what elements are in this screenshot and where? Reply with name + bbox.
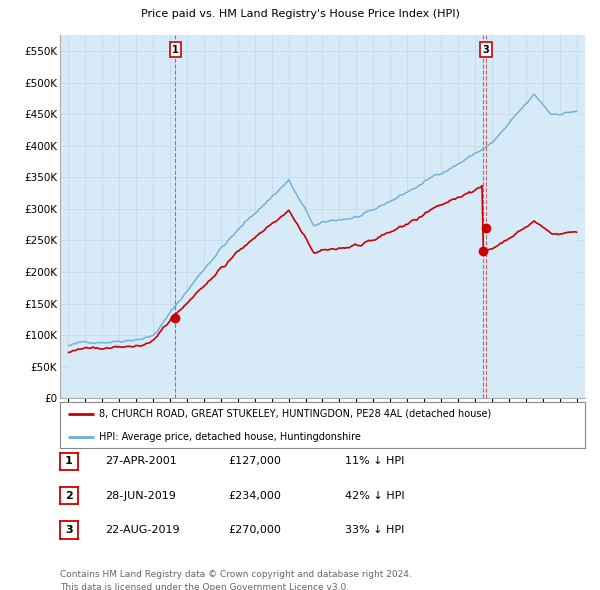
Text: 3: 3 bbox=[65, 525, 73, 535]
Text: 8, CHURCH ROAD, GREAT STUKELEY, HUNTINGDON, PE28 4AL (detached house): 8, CHURCH ROAD, GREAT STUKELEY, HUNTINGD… bbox=[100, 409, 491, 419]
Text: Contains HM Land Registry data © Crown copyright and database right 2024.: Contains HM Land Registry data © Crown c… bbox=[60, 570, 412, 579]
Text: 11% ↓ HPI: 11% ↓ HPI bbox=[345, 457, 404, 466]
Text: HPI: Average price, detached house, Huntingdonshire: HPI: Average price, detached house, Hunt… bbox=[100, 432, 361, 442]
Text: 2: 2 bbox=[65, 491, 73, 500]
Text: 42% ↓ HPI: 42% ↓ HPI bbox=[345, 491, 404, 500]
Text: £234,000: £234,000 bbox=[228, 491, 281, 500]
Text: £127,000: £127,000 bbox=[228, 457, 281, 466]
Text: 3: 3 bbox=[482, 45, 489, 55]
Text: 1: 1 bbox=[172, 45, 179, 55]
Text: 1: 1 bbox=[65, 457, 73, 466]
Text: 22-AUG-2019: 22-AUG-2019 bbox=[105, 525, 179, 535]
Text: 33% ↓ HPI: 33% ↓ HPI bbox=[345, 525, 404, 535]
Text: 27-APR-2001: 27-APR-2001 bbox=[105, 457, 177, 466]
Text: Price paid vs. HM Land Registry's House Price Index (HPI): Price paid vs. HM Land Registry's House … bbox=[140, 9, 460, 19]
Text: This data is licensed under the Open Government Licence v3.0.: This data is licensed under the Open Gov… bbox=[60, 583, 349, 590]
Text: £270,000: £270,000 bbox=[228, 525, 281, 535]
Text: 28-JUN-2019: 28-JUN-2019 bbox=[105, 491, 176, 500]
